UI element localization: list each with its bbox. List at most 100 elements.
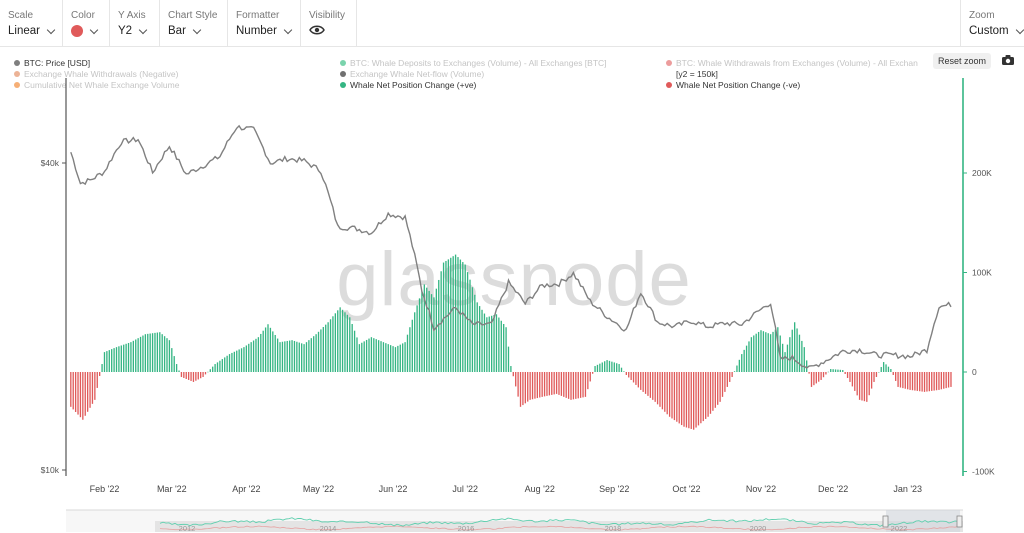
bar-positive bbox=[616, 363, 618, 372]
legend-dot-icon bbox=[14, 60, 20, 66]
bar-positive bbox=[452, 256, 454, 372]
bar-positive bbox=[368, 338, 370, 372]
bar-negative bbox=[717, 372, 719, 405]
formatter-selector[interactable]: Formatter Number bbox=[228, 0, 301, 46]
legend-item[interactable]: Whale Net Position Change (+ve) bbox=[340, 80, 476, 90]
bar-positive bbox=[255, 338, 257, 372]
bar-negative bbox=[851, 372, 854, 387]
bar-negative bbox=[697, 372, 700, 426]
bar-positive bbox=[613, 362, 615, 372]
bar-negative bbox=[690, 372, 692, 429]
bar-positive bbox=[257, 337, 260, 372]
bar-negative bbox=[512, 372, 514, 377]
bar-positive bbox=[349, 317, 351, 372]
bar-negative bbox=[654, 372, 656, 402]
bar-positive bbox=[760, 330, 762, 372]
legend-dot-icon bbox=[14, 71, 20, 77]
legend-dot-icon bbox=[666, 60, 672, 66]
bar-negative bbox=[534, 372, 536, 399]
color-selector[interactable]: Color bbox=[63, 0, 110, 46]
x-tick-label: Sep '22 bbox=[599, 484, 629, 494]
legend-item[interactable]: Cumulative Net Whale Exchange Volume bbox=[14, 80, 179, 90]
bar-negative bbox=[721, 372, 724, 397]
bar-negative bbox=[656, 372, 659, 405]
visibility-toggle[interactable]: Visibility bbox=[301, 0, 357, 46]
bar-positive bbox=[166, 338, 168, 372]
bar-positive bbox=[611, 361, 613, 372]
bar-positive bbox=[594, 366, 596, 372]
bar-negative bbox=[541, 372, 543, 397]
navigator-selection bbox=[886, 510, 960, 532]
bar-negative bbox=[950, 372, 952, 387]
bar-positive bbox=[392, 346, 394, 372]
bar-positive bbox=[806, 360, 808, 372]
bar-positive bbox=[385, 343, 387, 372]
bar-negative bbox=[644, 372, 647, 394]
bar-positive bbox=[606, 360, 608, 372]
bar-positive bbox=[416, 305, 418, 372]
bar-positive bbox=[490, 315, 493, 372]
bar-positive bbox=[620, 367, 623, 372]
bar-negative bbox=[572, 372, 575, 400]
left-tick-label: $40k bbox=[41, 158, 60, 168]
y2-note: [y2 = 150k] bbox=[676, 69, 718, 79]
bar-negative bbox=[673, 372, 676, 421]
bar-positive bbox=[618, 364, 620, 372]
bar-negative bbox=[892, 372, 894, 375]
price-line bbox=[70, 124, 952, 369]
scale-label: Scale bbox=[8, 10, 34, 21]
legend-item[interactable]: Whale Net Position Change (-ve) bbox=[666, 80, 800, 90]
bar-negative bbox=[637, 372, 640, 388]
legend-item[interactable]: BTC: Whale Deposits to Exchanges (Volume… bbox=[340, 58, 607, 68]
bar-negative bbox=[688, 372, 690, 429]
x-tick-label: Nov '22 bbox=[746, 484, 776, 494]
bar-negative bbox=[536, 372, 539, 399]
bar-positive bbox=[313, 336, 315, 372]
bar-negative bbox=[919, 372, 921, 392]
bar-positive bbox=[423, 284, 425, 372]
bar-negative bbox=[567, 372, 570, 399]
bar-negative bbox=[649, 372, 652, 398]
bar-negative bbox=[666, 372, 668, 415]
navigator-year-label: 2012 bbox=[179, 524, 196, 533]
bar-negative bbox=[866, 372, 868, 402]
bar-negative bbox=[652, 372, 654, 400]
legend-item[interactable]: BTC: Whale Withdrawals from Exchanges (V… bbox=[666, 58, 918, 68]
bar-negative bbox=[945, 372, 947, 389]
zoom-selector[interactable]: Zoom Custom bbox=[960, 0, 1024, 46]
navigator-right-handle bbox=[956, 515, 963, 528]
bar-positive bbox=[106, 351, 108, 372]
bar-positive bbox=[430, 294, 433, 372]
bar-positive bbox=[301, 343, 303, 372]
navigator-year-label: 2020 bbox=[750, 524, 767, 533]
yaxis-selector[interactable]: Y Axis Y2 bbox=[110, 0, 160, 46]
bar-positive bbox=[498, 317, 500, 372]
bar-negative bbox=[873, 372, 875, 382]
legend-label: BTC: Price [USD] bbox=[24, 58, 91, 68]
bar-positive bbox=[769, 334, 772, 372]
legend-dot-icon bbox=[340, 60, 346, 66]
bar-positive bbox=[389, 345, 392, 372]
bar-negative bbox=[714, 372, 716, 408]
chart-style-selector[interactable]: Chart Style Bar bbox=[160, 0, 228, 46]
bar-negative bbox=[96, 372, 98, 388]
bar-positive bbox=[276, 338, 279, 372]
bar-negative bbox=[84, 372, 86, 416]
bar-positive bbox=[339, 307, 341, 372]
bar-positive bbox=[495, 314, 498, 372]
bar-positive bbox=[264, 327, 267, 372]
legend-item[interactable]: Exchange Whale Net-flow (Volume) bbox=[340, 69, 484, 79]
scale-selector[interactable]: Scale Linear bbox=[0, 0, 63, 46]
color-label: Color bbox=[71, 10, 95, 21]
bar-positive bbox=[248, 343, 250, 372]
legend-item[interactable]: Exchange Whale Withdrawals (Negative) bbox=[14, 69, 178, 79]
legend-item[interactable]: BTC: Price [USD] bbox=[14, 58, 90, 68]
camera-icon[interactable] bbox=[1001, 54, 1015, 66]
bar-positive bbox=[738, 359, 741, 372]
bar-negative bbox=[70, 372, 72, 407]
bar-positive bbox=[361, 342, 363, 372]
bar-negative bbox=[539, 372, 541, 398]
bar-positive bbox=[310, 338, 312, 372]
reset-zoom-button[interactable]: Reset zoom bbox=[933, 53, 991, 69]
bar-positive bbox=[132, 340, 134, 372]
